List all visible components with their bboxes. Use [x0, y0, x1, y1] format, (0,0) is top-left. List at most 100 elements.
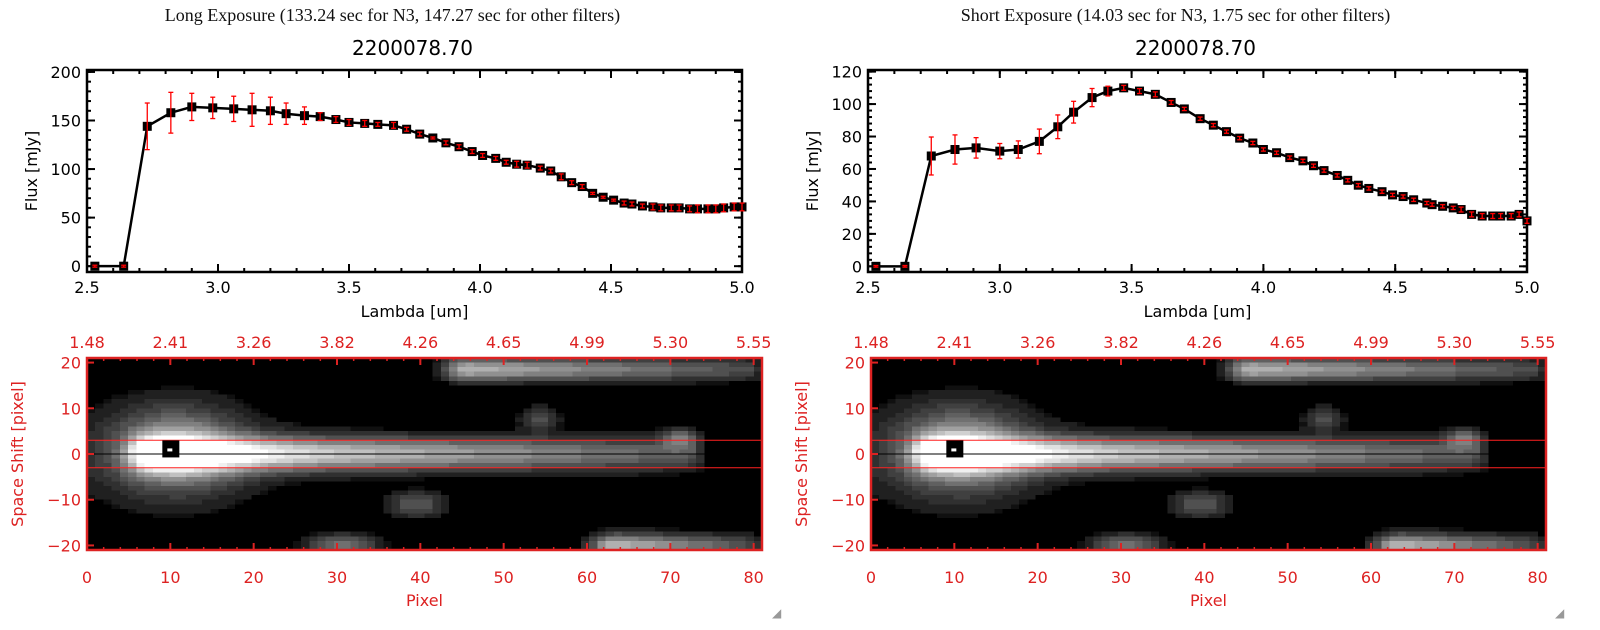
y-axis-label: Space Shift [pixel] — [8, 381, 27, 527]
y-tick-label: 10 — [845, 399, 865, 418]
short-exposure-panel: Short Exposure (14.03 sec for N3, 1.75 s… — [783, 0, 1568, 630]
y-tick-label: −20 — [47, 536, 81, 555]
x-tick-label: 20 — [1027, 568, 1047, 587]
spectral-image-axes-long: 0 1.48 10 2.41 20 3.26 30 3.82 40 4.26 50 4.65 60 4.9… — [8, 333, 771, 610]
x-tick-label: 20 — [243, 568, 263, 587]
error-bar — [1366, 186, 1372, 191]
error-bar — [1137, 88, 1143, 95]
x-tick-label: 80 — [743, 568, 763, 587]
y-tick-label: 0 — [852, 257, 862, 276]
error-bar — [362, 119, 368, 127]
y-tick-label: 120 — [831, 63, 862, 82]
error-bar — [1321, 168, 1327, 173]
y-tick-label: 100 — [50, 160, 81, 179]
x-tick-label: 4.5 — [1382, 278, 1407, 297]
x-tick-label: 40 — [1194, 568, 1214, 587]
error-bar — [1210, 122, 1216, 128]
panel-title: Long Exposure (133.24 sec for N3, 147.27… — [164, 5, 621, 25]
error-bar — [1516, 211, 1522, 218]
x-tick-label: 2.5 — [74, 278, 99, 297]
error-bar — [249, 92, 255, 127]
y-tick-label: 80 — [842, 128, 862, 147]
x-tick-label: 0 — [866, 568, 876, 587]
error-bar — [548, 168, 554, 174]
x-tick-label: 50 — [1277, 568, 1297, 587]
error-bar — [694, 204, 700, 214]
error-bar — [1334, 173, 1340, 178]
error-bar — [658, 204, 664, 212]
spectrum-plot-short: 2.5 3.0 3.5 4.0 4.5 5.0 0 20 40 60 80 100 120 Lambda … — [803, 63, 1540, 321]
error-bar — [1310, 163, 1316, 168]
error-bar — [731, 202, 737, 212]
x-tick-label: 5.0 — [1514, 278, 1539, 297]
error-bar — [579, 183, 585, 190]
error-bar — [1508, 212, 1514, 220]
x-tick-label: 4.0 — [467, 278, 492, 297]
error-bar — [469, 148, 475, 155]
plot-title: 2200078.70 — [352, 36, 473, 60]
top-x-tick-label: 5.55 — [1520, 333, 1556, 352]
error-bar — [144, 102, 150, 151]
error-bar — [1152, 91, 1158, 98]
error-bar — [1055, 114, 1061, 140]
plot-frame — [85, 68, 744, 274]
x-tick-label: 3.0 — [205, 278, 230, 297]
error-bar — [514, 160, 520, 168]
x-tick-label: 4.5 — [598, 278, 623, 297]
error-bar — [569, 180, 575, 186]
top-x-tick-label: 3.82 — [319, 333, 355, 352]
error-bar — [1524, 217, 1530, 224]
top-x-tick-label: 4.26 — [1187, 333, 1223, 352]
error-bar — [333, 115, 339, 124]
error-bar — [902, 264, 908, 268]
x-tick-label: 50 — [493, 568, 513, 587]
error-bar — [231, 95, 237, 123]
error-bar — [928, 136, 934, 176]
error-bar — [676, 204, 682, 212]
error-bar — [650, 203, 656, 211]
x-tick-label: 3.5 — [1119, 278, 1144, 297]
error-bar — [1490, 212, 1496, 220]
error-bar — [1479, 212, 1485, 220]
y-axis-label: Flux [mJy] — [803, 131, 822, 212]
x-tick-label: 40 — [410, 568, 430, 587]
error-bar — [1390, 192, 1396, 198]
error-bar — [629, 201, 635, 207]
x-axis-label: Lambda [um] — [1144, 302, 1252, 321]
x-axis-label: Lambda [um] — [361, 302, 469, 321]
error-bar — [997, 142, 1003, 160]
resize-grip-icon[interactable]: ◢ — [1555, 606, 1565, 620]
error-bar — [721, 203, 727, 213]
y-tick-label: 100 — [831, 95, 862, 114]
x-tick-label: 30 — [1111, 568, 1131, 587]
error-bar — [639, 203, 645, 209]
y-tick-label: −20 — [831, 536, 865, 555]
panel-title: Short Exposure (14.03 sec for N3, 1.75 s… — [960, 5, 1391, 25]
plot-title: 2200078.70 — [1135, 36, 1256, 60]
error-bar — [621, 200, 627, 206]
top-x-tick-label: 3.26 — [236, 333, 272, 352]
x-tick-label: 5.0 — [729, 278, 754, 297]
y-tick-label: 20 — [842, 225, 862, 244]
target-marker-center — [951, 448, 957, 452]
x-tick-label: 30 — [327, 568, 347, 587]
y-tick-label: 50 — [61, 209, 81, 228]
error-bar — [1250, 140, 1256, 146]
error-bar — [430, 136, 436, 140]
top-x-tick-label: 5.30 — [1437, 333, 1473, 352]
top-x-tick-label: 4.99 — [1353, 333, 1389, 352]
error-bar — [600, 195, 606, 199]
error-bar — [375, 121, 381, 127]
error-bar — [873, 264, 879, 268]
resize-grip-icon[interactable]: ◢ — [772, 606, 782, 620]
error-bar — [705, 204, 711, 214]
error-bar — [1260, 147, 1266, 152]
error-bar — [611, 198, 617, 202]
error-bar — [713, 204, 719, 214]
error-bar — [210, 96, 216, 120]
top-x-tick-label: 4.26 — [403, 333, 439, 352]
x-tick-label: 2.5 — [855, 278, 880, 297]
x-axis-label: Pixel — [406, 591, 443, 610]
x-tick-label: 10 — [160, 568, 180, 587]
y-axis-label: Flux [mJy] — [22, 131, 41, 212]
